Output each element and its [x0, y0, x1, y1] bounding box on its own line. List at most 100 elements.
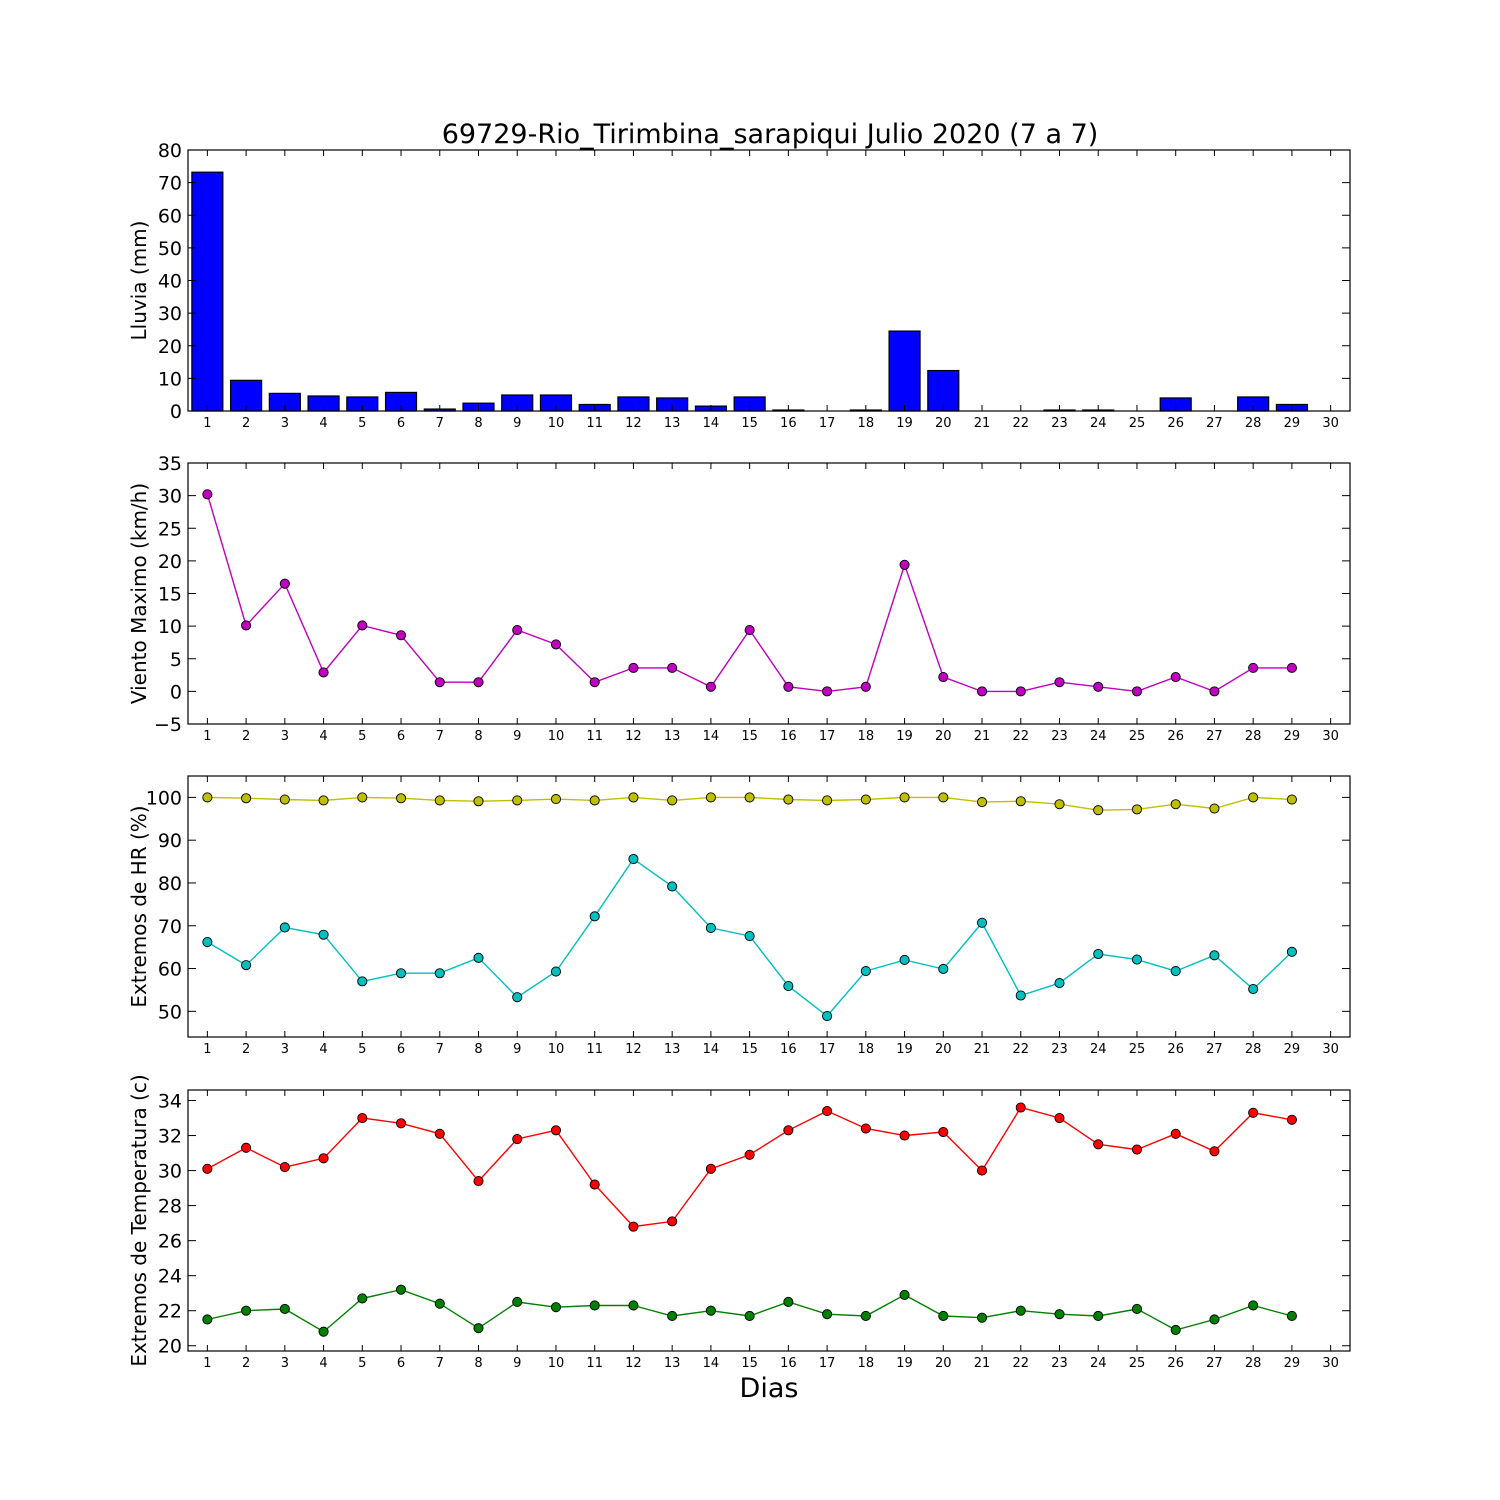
x-tick-label: 22 — [1012, 1356, 1029, 1371]
point-s0-day-8 — [473, 677, 484, 688]
point-s0-day-18 — [860, 794, 871, 805]
point-s1-day-24 — [1093, 948, 1104, 960]
y-tick-label: 100 — [146, 787, 182, 809]
point-s1-day-2 — [241, 1305, 252, 1316]
y-tick-label: 70 — [158, 916, 182, 938]
point-s0-day-23 — [1054, 1112, 1065, 1124]
point-s1-day-12 — [628, 853, 639, 865]
point-s0-day-11 — [589, 677, 600, 688]
point-s1-day-7 — [434, 968, 445, 979]
x-tick-label: 15 — [741, 1356, 758, 1371]
point-s1-day-14 — [705, 922, 716, 933]
point-s0-day-5 — [357, 1112, 368, 1124]
y-axis-label: Lluvia (mm) — [127, 221, 151, 341]
series-line-0 — [207, 1106, 1293, 1228]
x-tick-label: 17 — [819, 1356, 836, 1371]
x-tick-label: 8 — [474, 1356, 482, 1371]
point-s0-day-16 — [783, 794, 794, 805]
point-s0-day-22 — [1015, 796, 1026, 807]
y-tick-label: 24 — [158, 1266, 182, 1288]
x-tick-label: 11 — [586, 416, 603, 431]
point-s0-day-28 — [1248, 792, 1259, 803]
y-axis-label: Extremos de HR (%) — [127, 805, 151, 1007]
point-s1-day-9 — [512, 992, 523, 1003]
point-s0-day-21 — [976, 797, 988, 808]
x-tick-label: 14 — [703, 416, 720, 431]
point-s0-day-7 — [434, 795, 445, 806]
y-tick-label: 0 — [170, 681, 182, 703]
x-tick-label: 11 — [586, 1356, 603, 1371]
point-s1-day-21 — [976, 917, 988, 928]
point-s0-day-19 — [899, 792, 910, 803]
y-tick-label: 32 — [158, 1126, 182, 1148]
axes-frame — [187, 462, 1351, 725]
point-s1-day-29 — [1286, 946, 1297, 957]
point-s0-day-9 — [512, 1133, 523, 1145]
y-tick-label: 10 — [158, 368, 182, 390]
point-s0-day-14 — [705, 792, 716, 803]
point-s1-day-7 — [434, 1298, 445, 1309]
x-tick-label: 22 — [1012, 1042, 1029, 1057]
point-s0-day-16 — [783, 1125, 794, 1136]
x-tick-label: 16 — [780, 1356, 797, 1371]
point-s0-day-25 — [1131, 686, 1143, 697]
x-tick-label: 1 — [203, 729, 211, 744]
x-tick-label: 10 — [548, 729, 565, 744]
x-tick-label: 26 — [1167, 729, 1184, 744]
point-s1-day-23 — [1054, 1309, 1065, 1320]
x-tick-label: 13 — [664, 1356, 681, 1371]
y-tick-label: 30 — [158, 1161, 182, 1183]
x-tick-label: 17 — [819, 729, 836, 744]
x-tick-label: 4 — [319, 1356, 327, 1371]
point-s0-day-12 — [628, 662, 639, 673]
x-tick-label: 28 — [1245, 1356, 1262, 1371]
point-s0-day-15 — [744, 624, 755, 636]
x-tick-label: 9 — [513, 416, 521, 431]
point-s0-day-14 — [705, 681, 716, 692]
point-s0-day-12 — [628, 1221, 639, 1232]
y-tick-label: 40 — [158, 271, 182, 293]
x-tick-label: 25 — [1129, 1042, 1146, 1057]
x-tick-label: 3 — [281, 1356, 289, 1371]
x-tick-label: 26 — [1167, 1356, 1184, 1371]
x-tick-label: 6 — [397, 1042, 405, 1057]
point-s1-day-16 — [783, 1296, 794, 1308]
y-tick-label: 10 — [158, 616, 182, 638]
x-tick-label: 4 — [319, 1042, 327, 1057]
point-s1-day-26 — [1170, 1324, 1181, 1336]
chart-title: 69729-Rio_Tirimbina_sarapiqui Julio 2020… — [442, 119, 1099, 150]
point-s0-day-17 — [822, 1105, 833, 1117]
point-s0-day-10 — [550, 794, 562, 805]
point-s0-day-29 — [1286, 1114, 1297, 1125]
y-tick-label: 30 — [158, 303, 182, 325]
x-tick-label: 29 — [1284, 729, 1301, 744]
point-s0-day-29 — [1286, 662, 1297, 673]
x-tick-label: 18 — [858, 1042, 875, 1057]
x-tick-label: 19 — [896, 416, 913, 431]
point-s0-day-13 — [667, 662, 678, 673]
x-tick-label: 27 — [1206, 416, 1223, 431]
x-tick-label: 8 — [474, 1042, 482, 1057]
point-s0-day-24 — [1093, 1139, 1104, 1150]
point-s0-day-20 — [938, 671, 949, 683]
point-s1-day-25 — [1131, 1303, 1143, 1315]
y-tick-label: 90 — [158, 830, 182, 852]
point-s1-day-26 — [1170, 966, 1181, 977]
point-s0-day-27 — [1209, 686, 1220, 697]
x-tick-label: 20 — [935, 416, 952, 431]
point-s0-day-2 — [241, 793, 252, 804]
point-s0-day-2 — [241, 1142, 252, 1153]
point-s0-day-16 — [783, 681, 794, 692]
y-tick-label: 60 — [158, 959, 182, 981]
x-tick-label: 8 — [474, 416, 482, 431]
point-s0-day-5 — [357, 792, 368, 803]
x-tick-label: 26 — [1167, 1042, 1184, 1057]
point-s0-day-21 — [976, 686, 988, 697]
x-tick-label: 27 — [1206, 1356, 1223, 1371]
point-s1-day-4 — [318, 929, 329, 940]
point-s0-day-11 — [589, 1179, 600, 1190]
point-s0-day-25 — [1131, 1144, 1143, 1155]
